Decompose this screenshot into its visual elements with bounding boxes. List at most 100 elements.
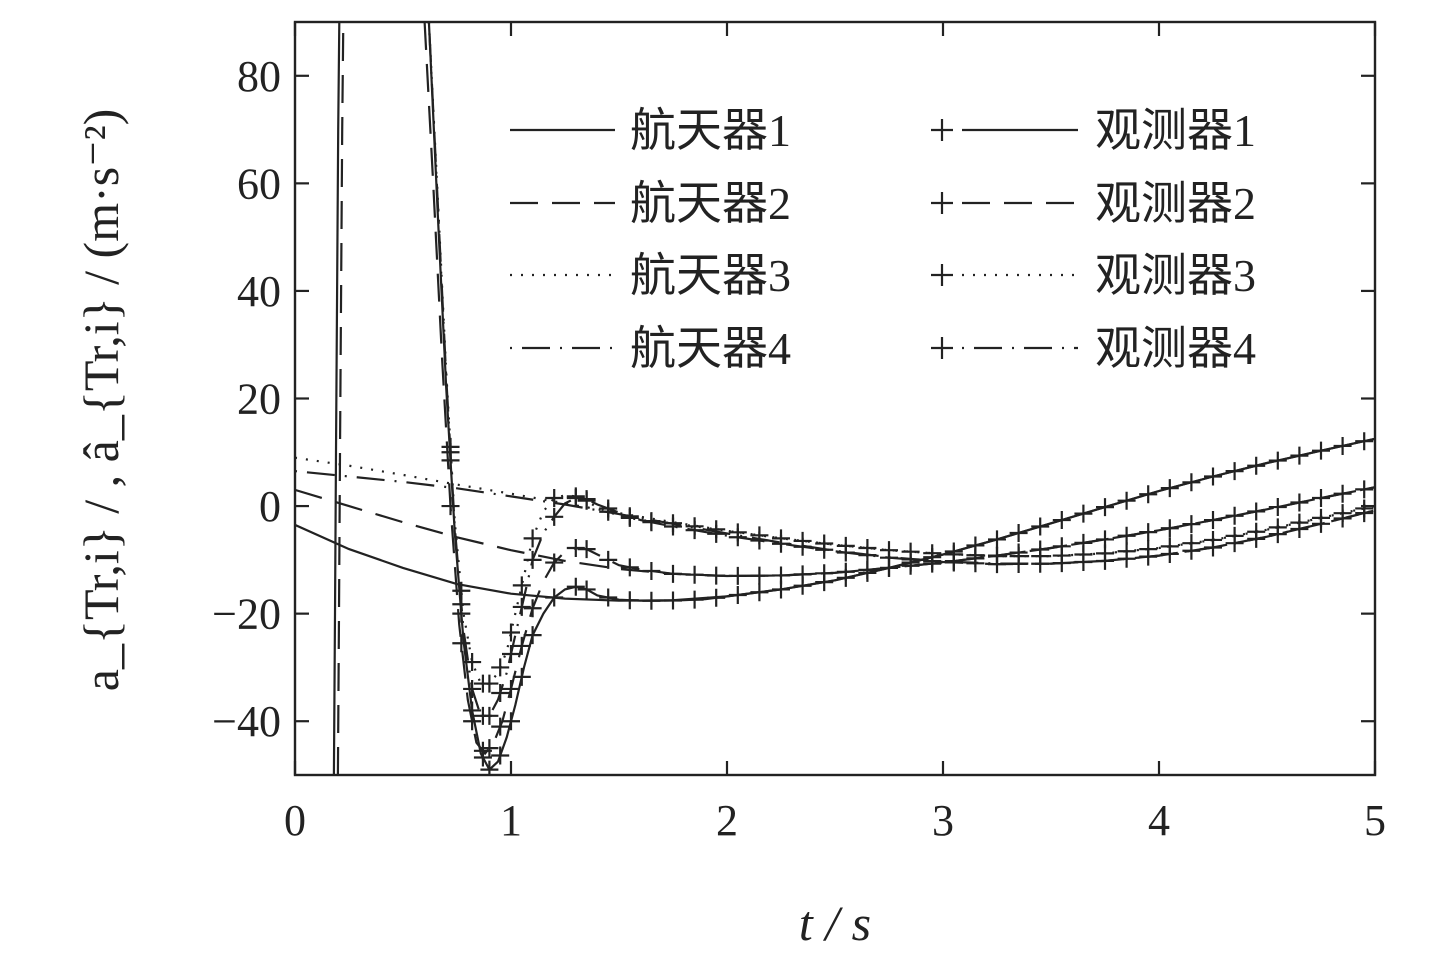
x-axis-title: t / s [799,895,871,951]
plus-marker [793,537,812,556]
y-tick-label: 60 [237,159,281,208]
series-line [295,470,1375,565]
plus-marker [1096,498,1114,517]
legend-label: 观测器1 [1095,105,1256,156]
plus-marker [858,546,877,565]
plus-marker [1290,519,1309,538]
plus-marker [664,591,682,610]
plus-marker [685,590,704,609]
x-tick-label: 3 [932,796,954,845]
plus-marker [523,599,542,618]
plus-marker [707,588,726,607]
plus-marker [577,540,596,559]
plus-marker [452,634,471,653]
plus-marker [923,552,942,571]
plus-marker [491,717,510,736]
plus-marker [815,564,834,583]
plus-marker [620,558,639,577]
y-tick-label: 80 [237,52,281,101]
plus-marker [1225,506,1244,525]
plus-marker [1052,554,1071,573]
plus-marker [620,507,639,526]
plus-marker [642,591,661,610]
plus-marker [728,566,747,585]
plus-marker [1117,526,1136,545]
legend-plus-marker [931,264,953,286]
plus-marker [577,490,596,509]
legend-plus-marker [931,337,953,359]
legend: 航天器1 航天器2 航天器3 航天器4 观测器1 观测器2 观测器3 观测器4 [510,105,1256,374]
plus-marker [1225,534,1244,553]
plus-marker [545,489,564,508]
series-line [427,22,1375,772]
legend-item: 航天器3 [510,250,791,301]
plus-marker [1160,544,1179,563]
plus-marker [441,443,460,462]
plus-marker [966,554,985,573]
plus-marker [664,564,682,583]
y-tick-label: 20 [237,375,281,424]
plus-marker [1160,519,1179,538]
series-transient-spike-dashed [336,22,345,775]
plus-marker [463,712,482,731]
plus-marker [1333,509,1352,528]
plus-marker [1268,525,1287,544]
y-tick-label: 40 [237,267,281,316]
plus-marker [901,550,920,569]
plus-marker [1009,523,1028,542]
plus-marker [502,712,520,731]
plus-marker [707,524,726,543]
legend-label: 航天器2 [630,178,791,229]
legend-item: 观测器1 [931,105,1256,156]
plus-marker [1247,456,1266,475]
plus-marker [750,583,769,602]
plus-marker [1117,549,1136,568]
series-observer-6 [423,22,1375,760]
plus-marker [480,674,499,693]
plus-marker [1355,432,1374,451]
plus-marker [1312,489,1330,508]
plus-marker [1204,511,1222,530]
plus-marker [685,521,704,540]
legend-item: 观测器3 [931,250,1256,301]
plus-marker [1031,517,1050,536]
series-group [295,22,1375,775]
plus-marker [1355,480,1374,499]
y-tick-label: −20 [212,590,281,639]
plus-marker [502,644,520,663]
plus-marker [545,588,564,607]
plus-marker [1139,523,1158,542]
plus-marker [523,550,542,569]
plus-marker [1312,441,1330,460]
plus-marker [1096,551,1114,570]
plus-marker [1117,491,1136,510]
plus-marker [1247,502,1266,521]
plus-marker [880,548,898,567]
plus-marker [1182,473,1201,492]
plus-marker [1204,467,1222,486]
plus-marker [1009,554,1028,573]
axis-titles: t / s a_{Tr,i} / , â_{Tr,i} / (m·s⁻²) [73,109,871,951]
plus-marker [512,636,531,655]
legend-label: 观测器4 [1095,323,1256,374]
x-tick-label: 1 [500,796,522,845]
plus-marker [1204,538,1222,557]
plus-marker [1139,485,1158,504]
plus-marker [523,626,542,645]
plus-marker [1225,462,1244,481]
plus-marker [545,553,564,572]
series-observer-8 [427,22,1375,725]
legend-label: 航天器1 [630,105,791,156]
plus-marker [1182,541,1201,560]
x-tick-label: 0 [284,796,306,845]
legend-plus-marker [931,119,953,141]
legend-item: 观测器4 [931,323,1256,374]
plus-marker [750,531,769,550]
plus-marker [599,588,618,607]
plus-marker [944,553,963,572]
legend-label: 航天器3 [630,250,791,301]
y-axis-title: a_{Tr,i} / , â_{Tr,i} / (m·s⁻²) [73,109,129,692]
plus-marker [620,591,639,610]
plus-marker [1290,493,1309,512]
